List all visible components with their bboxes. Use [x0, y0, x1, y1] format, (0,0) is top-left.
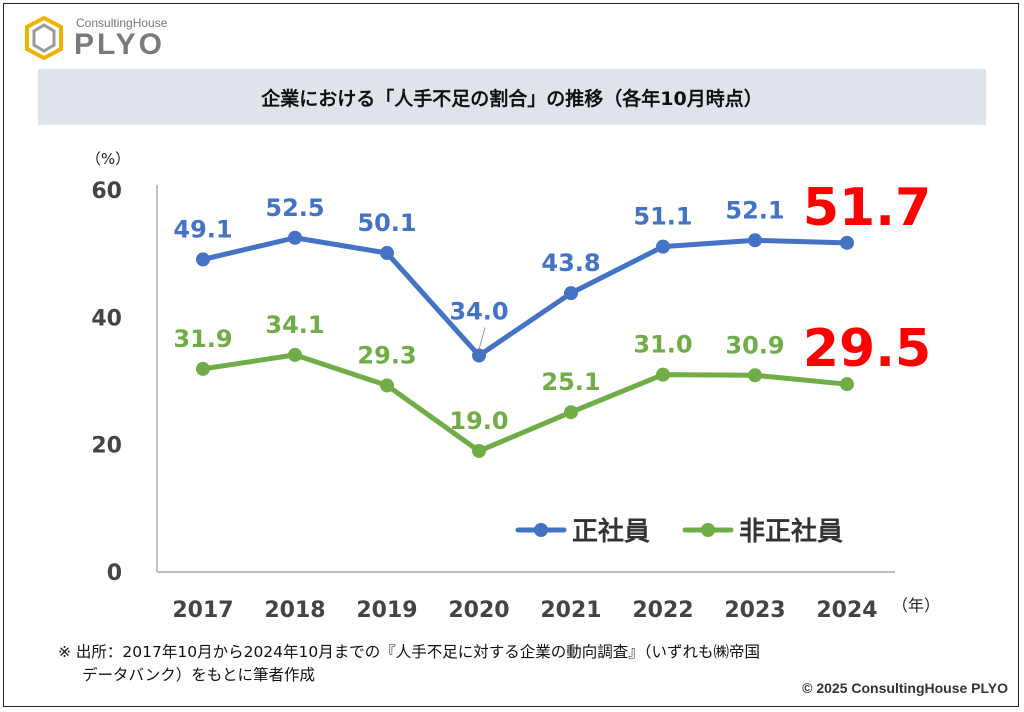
- source-note-line-2: データバンク）をもとに筆者作成: [82, 666, 315, 684]
- x-tick-label: 2018: [264, 598, 325, 623]
- x-tick-label: 2020: [448, 598, 509, 623]
- hexagon-logo-icon: [25, 16, 63, 60]
- data-label: 29.3: [357, 341, 416, 369]
- logo-wordmark: PLYO: [74, 28, 165, 61]
- data-label: 52.5: [265, 194, 324, 222]
- data-label: 50.1: [357, 209, 416, 237]
- data-label-highlight: 29.5: [803, 319, 931, 379]
- data-label: 30.9: [725, 331, 784, 359]
- data-point: [656, 367, 670, 382]
- data-point: [748, 233, 762, 248]
- data-point: [288, 230, 302, 245]
- series-line-2: [200, 352, 850, 454]
- data-label: 43.8: [541, 249, 600, 277]
- data-point: [196, 252, 210, 267]
- y-tick-label: 40: [91, 306, 122, 331]
- source-note-line-1: ※ 出所：2017年10月から2024年10月までの『人手不足に対する企業の動向…: [58, 643, 761, 661]
- data-label: 31.9: [173, 325, 232, 353]
- title-banner: 企業における「人手不足の割合」の推移（各年10月時点）: [38, 69, 986, 125]
- data-point: [656, 239, 670, 254]
- data-label: 34.0: [449, 298, 508, 326]
- data-point: [564, 286, 578, 301]
- series-line-1: [200, 235, 850, 359]
- data-point: [288, 347, 302, 362]
- chart-title: 企業における「人手不足の割合」の推移（各年10月時点）: [261, 87, 763, 110]
- data-point: [380, 246, 394, 261]
- x-tick-label: 2023: [724, 598, 785, 623]
- x-tick-label: 2021: [540, 598, 601, 623]
- logo: ConsultingHouse PLYO: [24, 14, 194, 64]
- x-tick-label: 2022: [632, 598, 693, 623]
- legend-swatch-marker: [701, 523, 715, 537]
- data-point: [840, 377, 854, 392]
- data-point: [472, 444, 486, 459]
- legend-label: 非正社員: [739, 516, 843, 547]
- data-point: [380, 378, 394, 393]
- copyright: © 2025 ConsultingHouse PLYO: [802, 680, 1008, 696]
- x-tick-label: 2017: [172, 598, 233, 623]
- legend-label: 正社員: [572, 516, 650, 547]
- data-label: 52.1: [725, 196, 784, 224]
- data-label: 31.0: [633, 331, 692, 359]
- source-note: ※ 出所：2017年10月から2024年10月までの『人手不足に対する企業の動向…: [58, 641, 760, 687]
- data-label: 34.1: [265, 311, 324, 339]
- x-tick-label: 2019: [356, 598, 417, 623]
- data-point: [748, 368, 762, 383]
- data-label: 19.0: [449, 407, 508, 435]
- y-tick-label: 0: [107, 561, 122, 586]
- data-point: [840, 235, 854, 250]
- data-label-leader-line: [478, 327, 486, 350]
- data-label: 51.1: [633, 203, 692, 231]
- logo-small-text: ConsultingHouse: [76, 16, 168, 30]
- x-tick-label: 2024: [816, 598, 877, 623]
- data-label-highlight: 51.7: [803, 178, 931, 238]
- data-point: [472, 348, 486, 363]
- x-axis-unit-label: （年）: [892, 596, 940, 615]
- data-point: [196, 361, 210, 376]
- data-label: 49.1: [173, 215, 232, 243]
- data-label: 25.1: [541, 368, 600, 396]
- y-tick-label: 60: [91, 179, 122, 204]
- data-point: [564, 405, 578, 420]
- y-tick-label: 20: [91, 434, 122, 459]
- legend-swatch-marker: [534, 523, 548, 537]
- y-axis-unit-label: （%）: [86, 150, 130, 168]
